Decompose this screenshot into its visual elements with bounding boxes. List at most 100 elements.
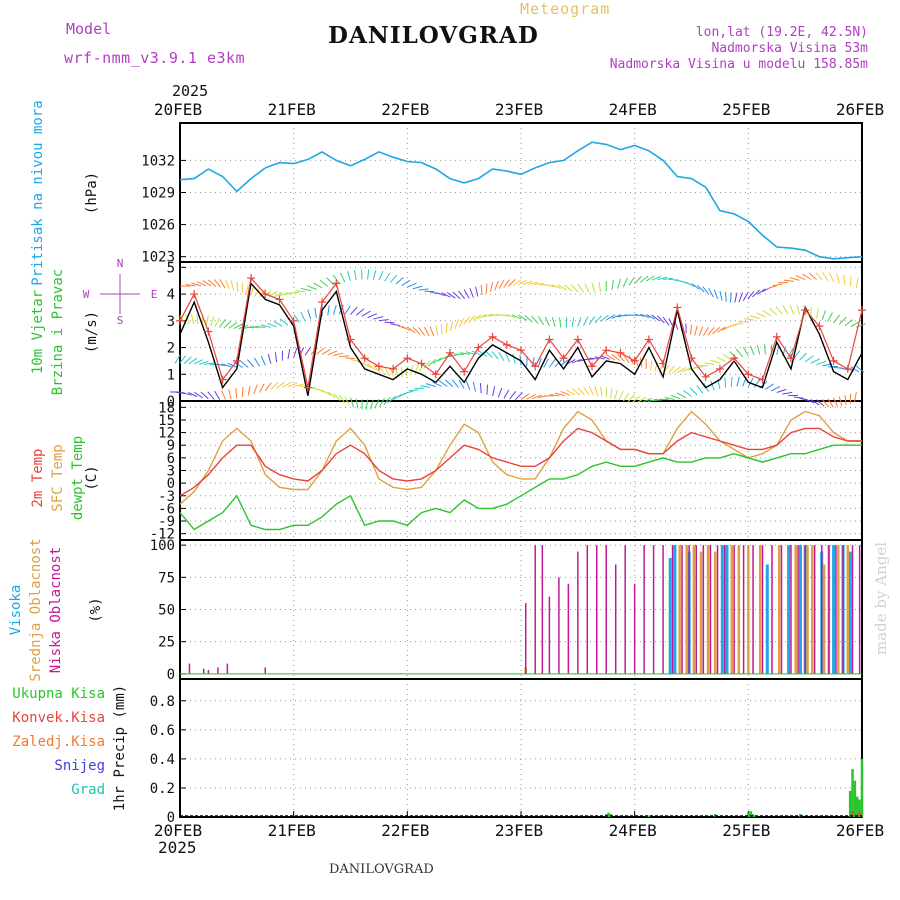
y-tick-label: 6 — [167, 451, 175, 467]
y-tick-label: 50 — [158, 603, 175, 619]
wind-direction-barb — [445, 322, 448, 333]
wind-direction-barb — [514, 392, 523, 400]
wind-direction-barb — [429, 326, 435, 336]
wind-direction-barb — [181, 391, 192, 396]
wind-direction-barb — [480, 284, 483, 296]
wind-direction-barb — [651, 314, 661, 322]
wind-direction-barb — [418, 327, 426, 336]
wind-direction-barb — [372, 365, 381, 373]
wind-direction-barb — [657, 276, 668, 281]
wind-direction-barb — [528, 281, 539, 285]
wind-direction-barb — [207, 391, 215, 400]
wind-gust-marker — [417, 359, 426, 368]
wind-direction-barb — [458, 317, 465, 327]
wind-direction-barb — [632, 395, 641, 403]
wind-direction-barb — [499, 314, 510, 317]
wind-direction-barb — [300, 287, 311, 292]
x-tick-label-bottom: 23FEB — [495, 821, 543, 840]
wind-direction-barb — [549, 394, 560, 397]
wind-direction-barb — [367, 363, 376, 371]
wind-direction-barb — [589, 357, 600, 360]
wind-direction-barb — [762, 309, 772, 317]
wind-direction-barb — [505, 314, 516, 318]
wind-direction-barb — [454, 319, 459, 329]
wind-direction-barb — [577, 316, 582, 327]
wind-direction-barb — [235, 388, 238, 399]
wind-direction-barb — [742, 291, 749, 302]
wind-direction-barb — [789, 304, 795, 315]
coords-label: lon,lat (19.2E, 42.5N) — [695, 25, 868, 40]
wind-direction-barb — [452, 291, 461, 300]
wind-direction-barb — [816, 399, 825, 407]
wind-direction-barb — [503, 279, 511, 288]
panel-3 — [179, 400, 863, 541]
wind-direction-barb — [702, 286, 710, 295]
wind-direction-barb — [628, 276, 635, 286]
y-tick-label: 0.4 — [150, 752, 175, 768]
wind-direction-barb — [647, 398, 658, 403]
wind-direction-barb — [802, 273, 812, 280]
x-tick-label-top: 24FEB — [609, 100, 657, 119]
wind-direction-barb — [843, 274, 846, 285]
wind-direction-barb — [734, 292, 738, 303]
wind-direction-barb — [451, 379, 459, 388]
wind-direction-barb — [188, 357, 198, 365]
wind-direction-barb — [295, 290, 306, 293]
credit-label: made by Angel — [872, 541, 890, 655]
y-tick-label: 4 — [167, 287, 175, 303]
x-tick-label-top: 25FEB — [722, 100, 770, 119]
wind-gust-marker — [659, 359, 668, 368]
wind-direction-barb — [339, 355, 350, 358]
wind-gust-marker — [445, 348, 454, 357]
wind-direction-barb — [361, 362, 371, 368]
wind-direction-barb — [332, 304, 337, 315]
wind-direction-barb — [691, 283, 700, 290]
wind-direction-barb — [793, 396, 804, 399]
wind-direction-barb — [465, 380, 471, 391]
wind-direction-barb — [634, 313, 645, 317]
wind-gust-marker — [517, 346, 525, 355]
wind-direction-barb — [605, 354, 616, 361]
wind-direction-barb — [339, 272, 346, 283]
wind-direction-barb — [198, 360, 209, 365]
wind-direction-barb — [749, 315, 760, 320]
wind-direction-barb — [827, 398, 834, 408]
wind-direction-barb — [378, 366, 386, 375]
wind-direction-barb — [799, 352, 807, 361]
wind-gust-marker — [730, 354, 739, 363]
wind-direction-barb — [756, 344, 761, 355]
wind-direction-barb — [319, 279, 329, 287]
wind-gust-marker — [502, 340, 511, 349]
y-tick-label: 18 — [158, 400, 175, 416]
x-tick-label-top: 20FEB — [154, 100, 202, 119]
wind-direction-barb — [287, 349, 291, 360]
wind-direction-barb — [838, 396, 843, 407]
wind-direction-barb — [850, 321, 860, 328]
wind-direction-barb — [261, 324, 272, 328]
wind-direction-barb — [517, 314, 527, 321]
wind-direction-barb — [327, 391, 336, 399]
wind-direction-barb — [355, 398, 359, 409]
wind-direction-barb — [438, 380, 448, 387]
wind-direction-barb — [223, 320, 232, 329]
x-tick-label-bottom: 20FEB — [154, 821, 202, 840]
wind-direction-barb — [577, 387, 585, 396]
wind-direction-barb — [179, 355, 187, 364]
wind-gust-marker — [843, 364, 852, 373]
wind-direction-barb — [566, 389, 576, 396]
wind-title-line2: Brzina i Pravac — [50, 269, 66, 395]
wind-direction-barb — [559, 317, 562, 328]
wind-direction-barb — [815, 272, 823, 281]
wind-direction-barb — [627, 394, 636, 403]
wind-direction-barb — [498, 351, 505, 361]
wind-direction-barb — [389, 274, 398, 283]
wind-direction-barb — [225, 279, 230, 290]
wind-direction-barb — [289, 291, 300, 294]
model-label: Model — [66, 20, 112, 38]
wind-direction-barb — [350, 397, 355, 408]
y-tick-label: 0.6 — [150, 723, 175, 739]
wind-direction-barb — [401, 325, 411, 332]
page-title: DANILOVGRAD — [328, 22, 539, 49]
wind-direction-barb — [463, 289, 470, 299]
wind-gust-marker — [531, 362, 540, 371]
